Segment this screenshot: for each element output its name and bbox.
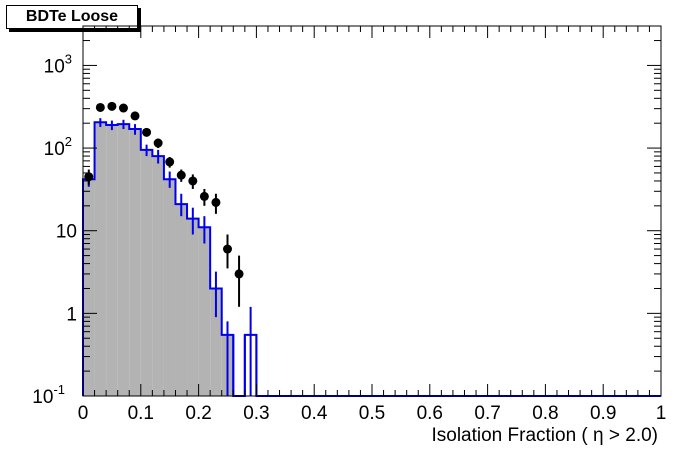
data-point [153,138,163,148]
filled-bin [106,125,118,397]
data-point [118,103,128,113]
x-tick-label: 0.7 [474,403,500,424]
filled-bin [140,149,153,396]
x-tick-label: 0.3 [243,403,269,424]
x-tick-label: 0.8 [532,403,558,424]
filled-bin [210,288,222,396]
data-point [130,111,140,121]
filled-bin [175,204,188,396]
y-tick-label: 103 [44,51,72,77]
x-tick-label: 0.9 [590,403,616,424]
data-points [84,101,244,307]
data-point [165,157,175,167]
y-axis-ticks: 10-1 1 10 102 103 [32,25,661,408]
chart-title: BDTe Loose [6,5,138,29]
x-tick-label: 1 [656,403,667,424]
filled-bin [83,179,95,396]
data-point [188,176,198,186]
data-point [223,244,232,254]
data-point [176,170,186,180]
x-tick-label: 0 [78,403,89,424]
data-point [142,127,152,137]
data-point [95,102,105,112]
filled-bin [198,227,211,396]
data-point [211,197,221,207]
data-point [84,172,94,182]
filled-bin [94,122,107,396]
filled-bin [152,156,164,396]
filled-bin [187,218,199,396]
y-tick-label: 10 [56,222,77,243]
data-point [199,191,209,201]
data-point [234,269,244,279]
y-tick-label: 10-1 [32,382,65,408]
x-axis-title: Isolation Fraction ( η > 2.0) [431,425,658,446]
y-tick-label: 102 [44,134,72,160]
filled-bin [163,179,176,396]
x-axis-ticks: 0 0.1 0.2 0.3 0.4 0.5 0.6 0.7 0.8 0.9 1 [78,26,667,424]
x-tick-label: 0.1 [128,403,154,424]
filled-bin [117,124,130,397]
x-tick-label: 0.2 [185,403,211,424]
filled-bin [129,129,141,396]
x-tick-label: 0.5 [359,403,385,424]
y-tick-label: 1 [66,304,77,325]
data-point [107,101,117,111]
x-tick-label: 0.4 [301,403,328,424]
x-tick-label: 0.6 [417,403,443,424]
